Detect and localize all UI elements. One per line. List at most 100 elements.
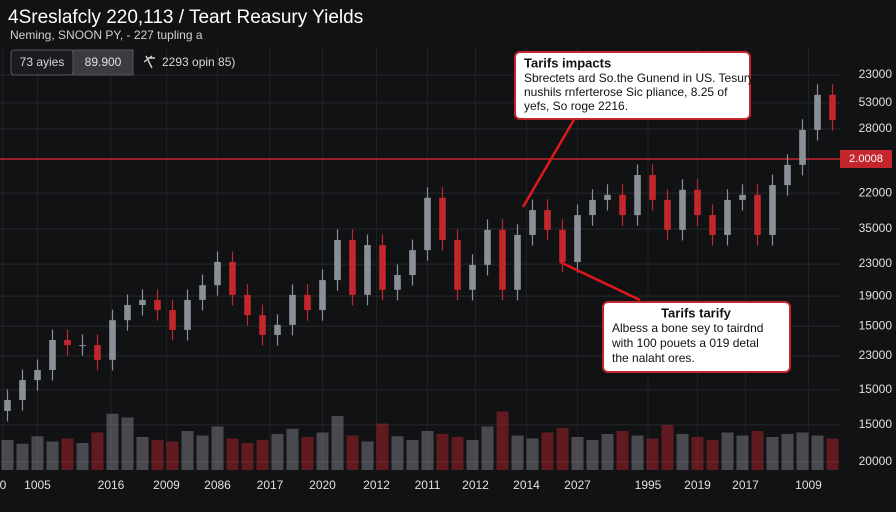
candle-body <box>214 261 221 286</box>
x-tick-label: 2012 <box>363 478 390 492</box>
volume-bar <box>781 434 794 470</box>
annotation-text: nushils rnferterose Sic pliance, 8.25 of <box>524 85 728 99</box>
volume-bar <box>436 434 449 470</box>
volume-bar <box>301 437 314 470</box>
volume-bar <box>136 437 149 470</box>
candle-body <box>664 199 671 230</box>
annotation-text: the nalaht ores. <box>612 351 695 365</box>
candle-body <box>754 194 761 235</box>
chart-title: 4Sreslafcly 220,113 / Teart Reasury Yiel… <box>8 7 363 28</box>
volume-bar <box>196 435 209 470</box>
volume-bar <box>586 440 599 470</box>
volume-bar <box>631 435 644 470</box>
candle-body <box>799 129 806 165</box>
volume-bar <box>76 443 89 470</box>
reference-label-box <box>840 149 892 168</box>
y-tick-label: 22000 <box>859 185 893 199</box>
volume-bar <box>406 440 419 470</box>
toolbar-label: 73 ayies <box>20 55 65 69</box>
annotation-text: with 100 pouets a 019 detal <box>611 336 759 350</box>
volume-bar <box>646 438 659 470</box>
volume-bar <box>481 426 494 470</box>
annotation-title: Tarifs tarify <box>661 305 732 320</box>
candle-body <box>769 185 776 235</box>
annotation-text: Sbrectets ard So.the Gunend in US. Tesur… <box>524 71 754 85</box>
toolbar-button[interactable] <box>72 49 134 76</box>
candle-body <box>4 399 11 411</box>
x-tick-label: 2011 <box>415 478 441 492</box>
x-tick-label: 2027 <box>564 478 591 492</box>
volume-bar <box>16 443 29 470</box>
volume-bar <box>451 437 464 470</box>
y-tick-label: 19000 <box>859 288 893 302</box>
candle-body <box>334 240 341 281</box>
candle-body <box>94 345 101 360</box>
x-tick-label: 2016 <box>98 478 125 492</box>
volume-bar <box>286 428 299 470</box>
y-tick-label: 20000 <box>859 454 893 468</box>
candle-body <box>724 199 731 235</box>
volume-bar <box>661 425 674 470</box>
annotation-box <box>514 51 751 120</box>
annotation-arrow <box>521 117 577 208</box>
volume-bar <box>751 431 764 470</box>
candle-body <box>589 199 596 216</box>
candle-body <box>679 189 686 230</box>
candle-body <box>544 210 551 230</box>
toolbar-icon <box>143 55 155 69</box>
volume-bar <box>721 432 734 470</box>
candle-body <box>169 310 176 330</box>
volume-bar <box>31 436 44 470</box>
volume-bar <box>166 441 179 470</box>
candle-body <box>469 264 476 290</box>
candle-body <box>739 194 746 200</box>
toolbar-label: 2293 opin 85) <box>162 55 235 69</box>
candle-body <box>304 294 311 311</box>
x-tick-label: 2086 <box>204 478 231 492</box>
chart-subtitle: Neming, SNOON PY, - 227 tupling a <box>10 28 203 42</box>
x-tick-label: 2012 <box>462 478 489 492</box>
candle-body <box>244 294 251 316</box>
y-tick-label: 15000 <box>859 318 893 332</box>
volume-bar <box>556 428 569 470</box>
volume-bar <box>241 443 254 470</box>
volume-bar <box>376 423 389 470</box>
annotation-arrow <box>559 260 641 302</box>
x-tick-label: 1995 <box>635 478 662 492</box>
volume-bar <box>331 416 344 470</box>
annotation-text: yefs, So roge 2216. <box>524 99 628 113</box>
reference-label: 2.0008 <box>849 153 883 165</box>
candle-body <box>424 197 431 251</box>
volume-bar <box>271 434 284 470</box>
grid <box>0 48 840 470</box>
volume-bar <box>496 411 509 470</box>
annotation-title: Tarifs impacts <box>524 55 611 70</box>
candle-body <box>379 245 386 290</box>
volume-bar <box>796 432 809 470</box>
volume-bar <box>571 437 584 470</box>
y-tick-label: 15000 <box>859 417 893 431</box>
y-tick-label: 23000 <box>859 256 893 270</box>
candle-body <box>634 175 641 216</box>
candle-body <box>19 380 26 400</box>
candle-body <box>289 294 296 325</box>
candle-body <box>394 275 401 290</box>
candle-body <box>34 369 41 381</box>
x-tick-label: 2014 <box>513 478 540 492</box>
volume-bar <box>676 434 689 470</box>
candle-body <box>484 229 491 265</box>
x-tick-label: 2017 <box>732 478 759 492</box>
candle-body <box>49 340 56 370</box>
candle-body <box>559 229 566 262</box>
y-tick-label: 15000 <box>859 382 893 396</box>
volume-bar <box>616 431 629 470</box>
candle-body <box>259 315 266 335</box>
volume-bar <box>691 437 704 470</box>
annotation-box <box>602 301 791 373</box>
volume-bar <box>256 440 269 470</box>
annotations: Tarifs impacts Sbrectets ard So.the Gune… <box>514 51 791 373</box>
candle-body <box>439 197 446 241</box>
candle-body <box>79 345 86 347</box>
